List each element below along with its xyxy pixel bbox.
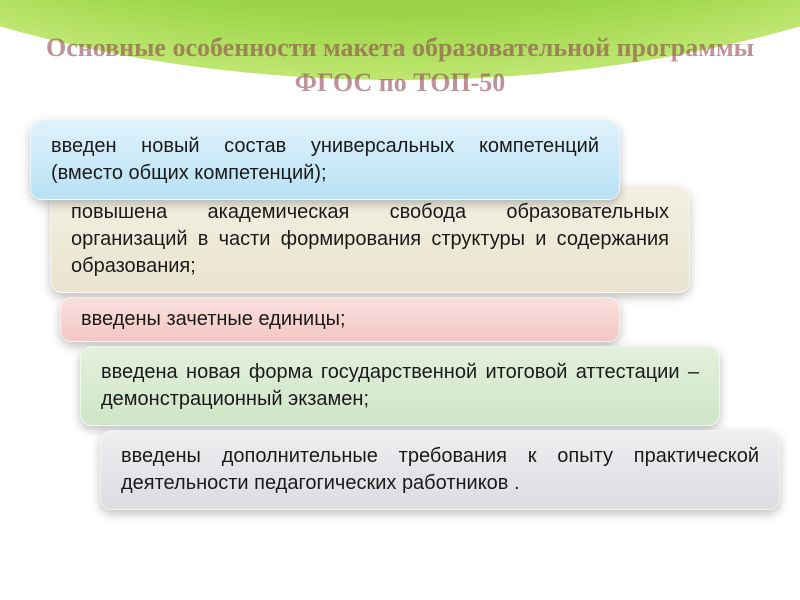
feature-box-1: введен новый состав универсальных компет… xyxy=(30,120,620,200)
feature-box-2: повышена академическая свобода образоват… xyxy=(50,186,690,293)
feature-box-5: введены дополнительные требования к опыт… xyxy=(100,430,780,510)
feature-boxes: введен новый состав универсальных компет… xyxy=(0,120,800,510)
slide: Основные особенности макета образователь… xyxy=(0,0,800,600)
feature-box-3: введены зачетные единицы; xyxy=(60,297,620,342)
slide-title: Основные особенности макета образователь… xyxy=(40,30,760,100)
feature-box-4: введена новая форма государственной итог… xyxy=(80,346,720,426)
